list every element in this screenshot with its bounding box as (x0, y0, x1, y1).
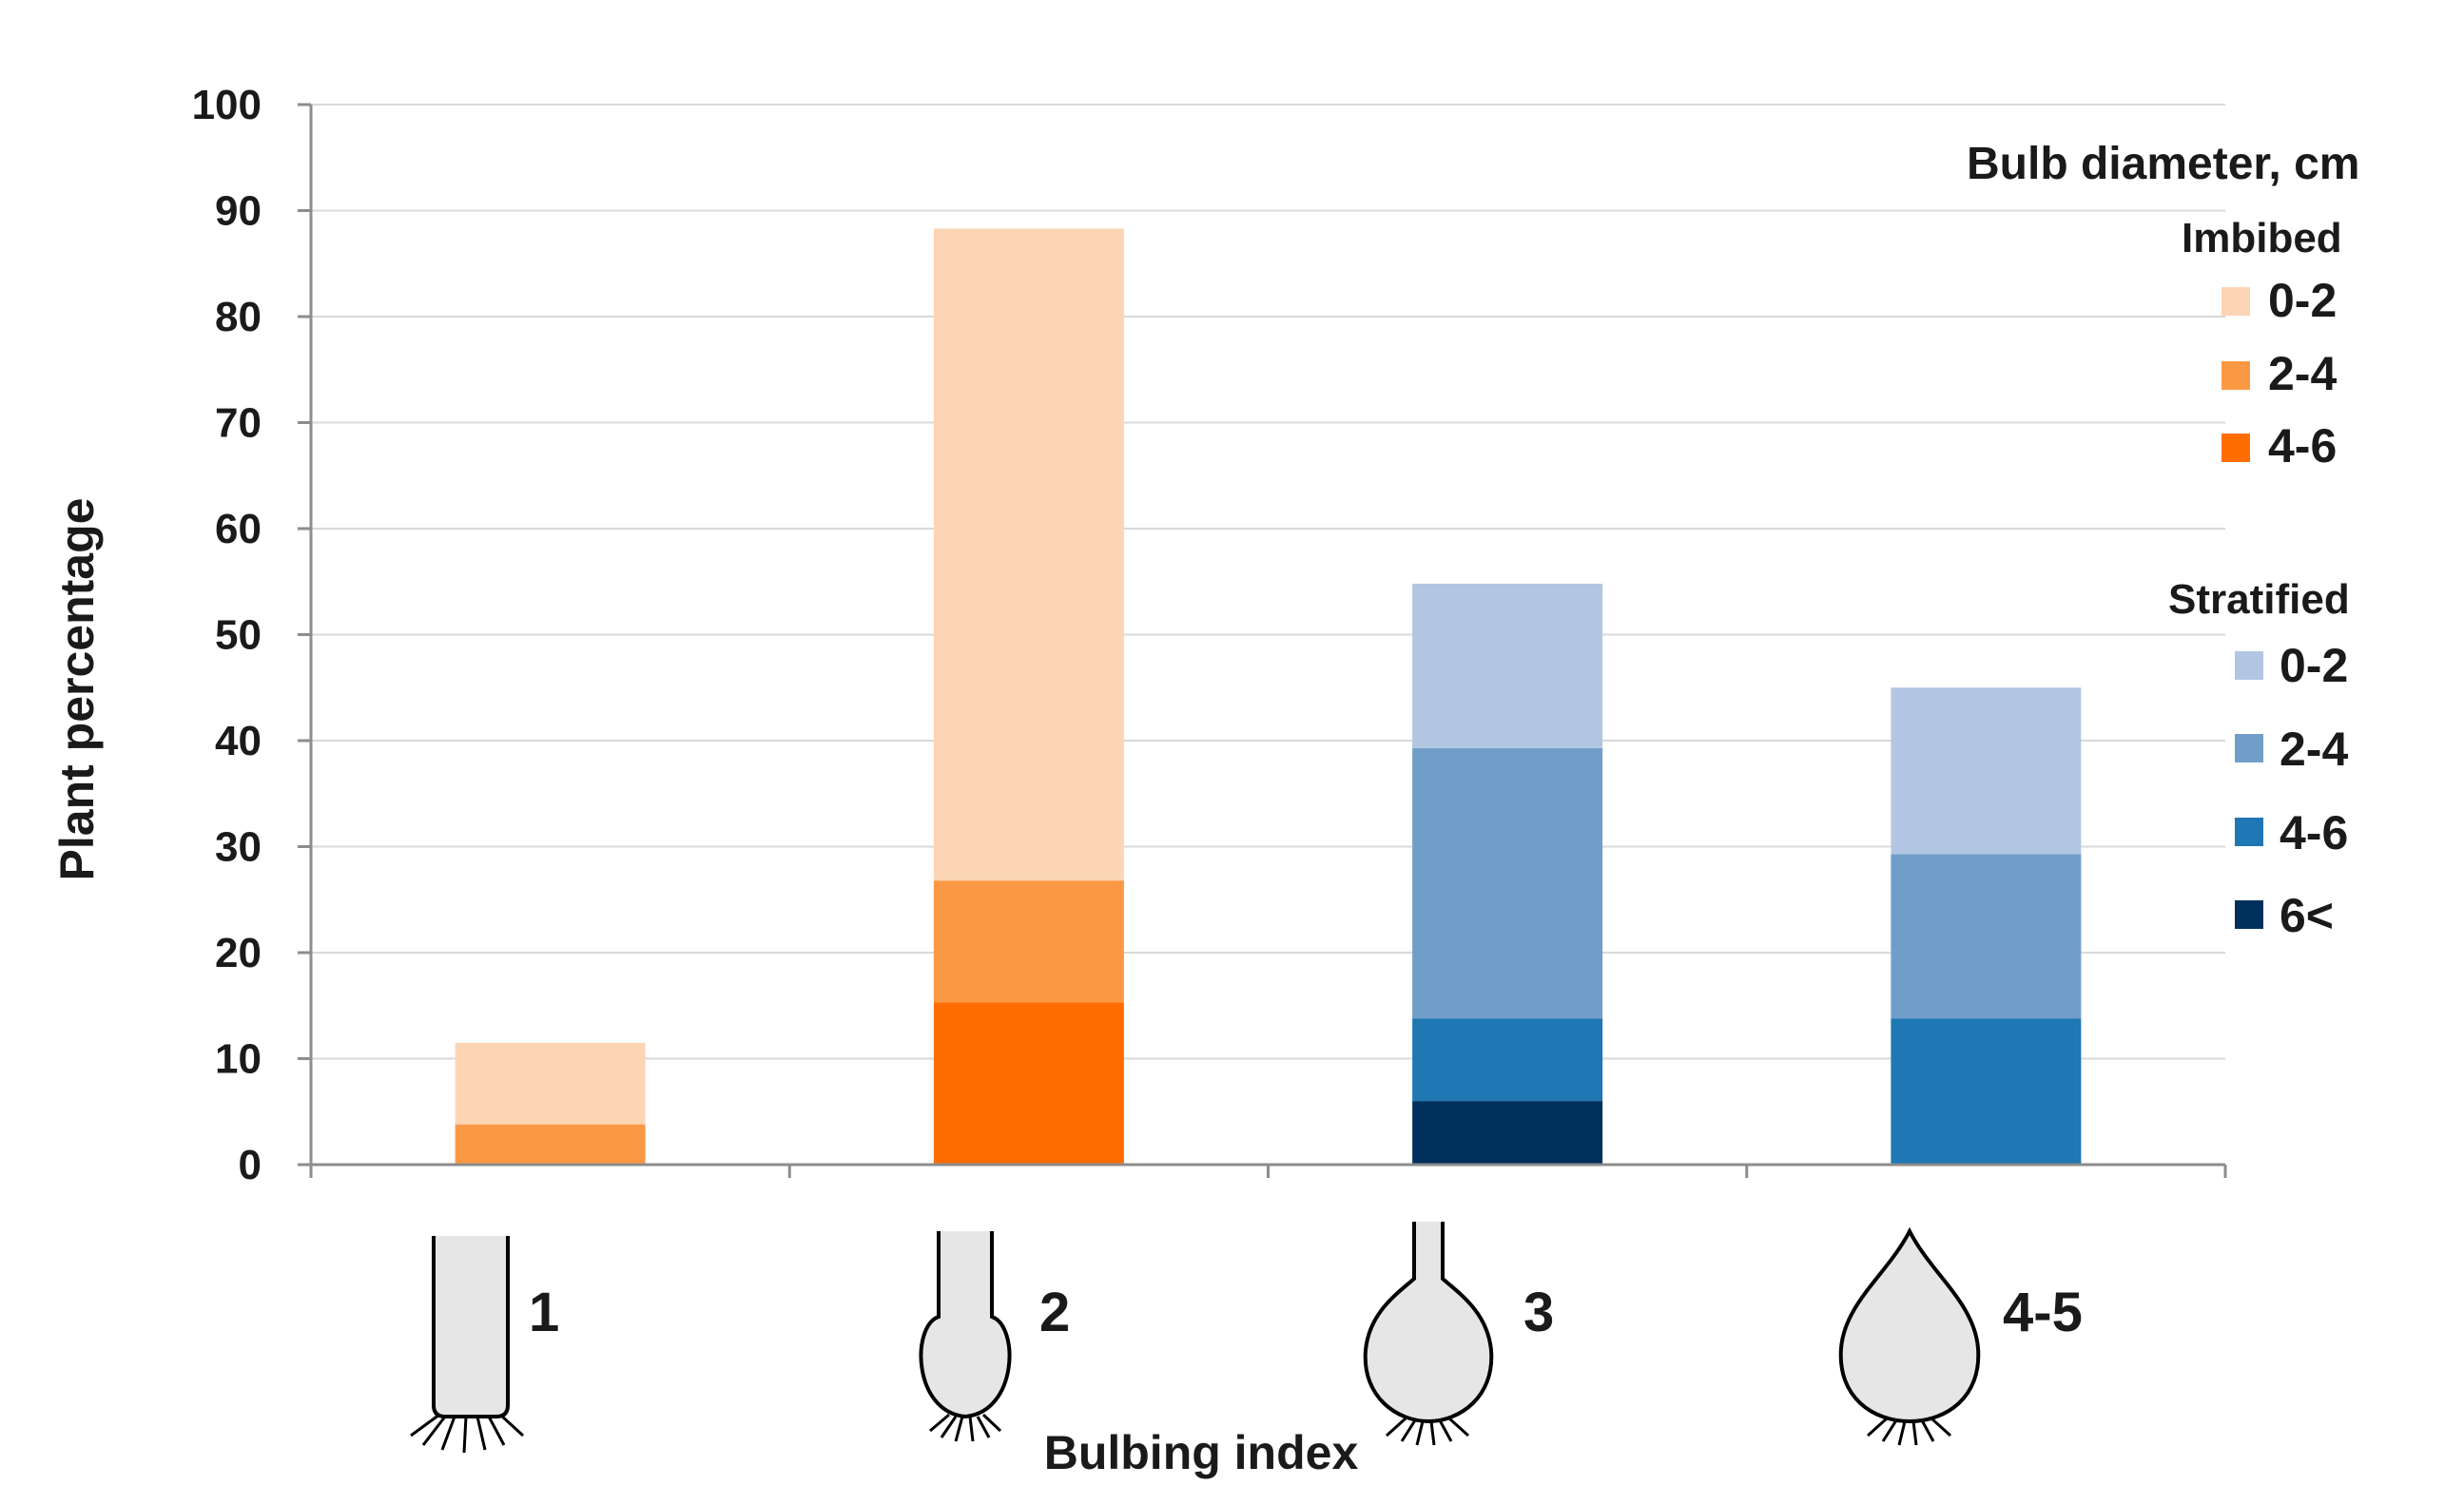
legend-label-stratified-0-2: 0-2 (2280, 639, 2348, 692)
y-tick-label-50: 50 (215, 612, 262, 659)
y-tick-label-80: 80 (215, 294, 262, 340)
bar-segment-4-5-stratified-2-4 (1891, 854, 2082, 1019)
y-tick-label-0: 0 (239, 1142, 262, 1188)
y-tick-label-100: 100 (192, 82, 262, 128)
legend-group-imbibed: Imbibed (2182, 215, 2342, 261)
y-tick-label-30: 30 (215, 824, 262, 871)
y-tick-label-40: 40 (215, 718, 262, 764)
category-label-1: 1 (529, 1282, 559, 1343)
category-label-4-5: 4-5 (2003, 1282, 2083, 1343)
bar-segment-4-5-stratified-0-2 (1891, 687, 2082, 855)
legend-swatch-imbibed-4-6 (2221, 434, 2250, 462)
legend-swatch-imbibed-2-4 (2221, 361, 2250, 390)
legend-swatch-stratified-6-plus (2235, 900, 2263, 929)
bar-segment-2-imbibed-2-4 (933, 880, 1124, 1003)
bar-segment-3-stratified-0-2 (1412, 583, 1603, 748)
bar-segment-1-imbibed-0-2 (455, 1042, 646, 1125)
bars-layer (455, 228, 2082, 1165)
legend-swatch-stratified-2-4 (2235, 734, 2263, 762)
legend-label-stratified-2-4: 2-4 (2280, 723, 2348, 776)
bar-segment-1-imbibed-2-4 (455, 1124, 646, 1165)
legend-group-stratified: Stratified (2168, 576, 2350, 623)
y-tick-label-70: 70 (215, 400, 262, 447)
bulb-stage-4-5-icon (1838, 1226, 1981, 1446)
y-axis-title: Plant percentage (50, 498, 104, 881)
legend-label-stratified-4-6: 4-6 (2280, 806, 2348, 859)
bar-segment-4-5-stratified-4-6 (1891, 1018, 2082, 1165)
y-tick-label-20: 20 (215, 930, 262, 976)
bar-segment-2-imbibed-0-2 (933, 228, 1124, 881)
legend-label-imbibed-4-6: 4-6 (2268, 419, 2337, 473)
legend-swatch-imbibed-0-2 (2221, 287, 2250, 316)
legend-swatch-stratified-4-6 (2235, 818, 2263, 846)
legend-label-imbibed-2-4: 2-4 (2268, 347, 2337, 400)
legend: Bulb diameter, cm Imbibed 0-2 2-4 4-6 St… (1967, 139, 2359, 942)
x-axis-title: Bulbing index (1044, 1426, 1359, 1479)
y-tick-labels: 0 10 20 30 40 50 60 70 80 90 100 (192, 82, 262, 1188)
bar-segment-3-stratified-6- (1412, 1101, 1603, 1165)
grid-layer (311, 104, 2225, 1060)
legend-title: Bulb diameter, cm (1967, 139, 2359, 189)
legend-label-imbibed-0-2: 0-2 (2268, 274, 2337, 327)
bulb-stage-3-icon (1363, 1222, 1494, 1446)
category-label-2: 2 (1039, 1282, 1070, 1343)
legend-label-stratified-6-plus: 6< (2280, 889, 2334, 942)
y-tick-label-10: 10 (215, 1036, 262, 1083)
bar-segment-3-stratified-4-6 (1412, 1018, 1603, 1102)
y-tick-label-90: 90 (215, 188, 262, 235)
bulb-stage-1-icon (410, 1236, 525, 1454)
bar-segment-3-stratified-2-4 (1412, 747, 1603, 1019)
category-label-3: 3 (1523, 1282, 1554, 1343)
y-tick-label-60: 60 (215, 506, 262, 552)
bulb-stage-2-icon (919, 1231, 1012, 1442)
legend-swatch-stratified-0-2 (2235, 651, 2263, 680)
bar-segment-2-imbibed-4-6 (933, 1002, 1124, 1165)
axes-layer (298, 103, 2227, 1178)
